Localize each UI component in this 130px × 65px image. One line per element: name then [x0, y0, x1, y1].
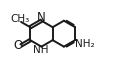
Text: NH: NH: [32, 45, 48, 55]
Text: CH₃: CH₃: [11, 14, 30, 24]
Text: N: N: [37, 11, 46, 24]
Text: O: O: [13, 39, 23, 52]
Text: NH₂: NH₂: [75, 39, 95, 49]
